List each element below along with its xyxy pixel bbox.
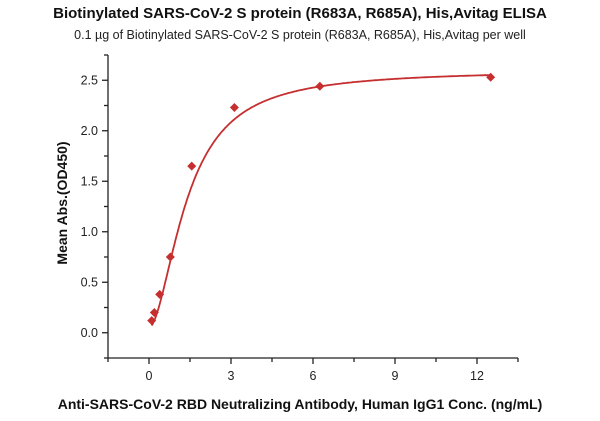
y-tick-label: 2.0 xyxy=(81,124,98,138)
chart-subtitle: 0.1 µg of Biotinylated SARS-CoV-2 S prot… xyxy=(74,28,526,42)
data-point xyxy=(155,289,165,299)
data-point xyxy=(229,103,239,113)
data-point xyxy=(149,308,159,318)
x-tick-label: 6 xyxy=(310,369,317,383)
y-tick-label: 1.5 xyxy=(81,174,98,188)
y-tick-label: 2.5 xyxy=(81,73,98,87)
fit-curve xyxy=(150,74,491,327)
y-tick-label: 0.0 xyxy=(81,326,98,340)
data-point xyxy=(486,72,496,82)
x-tick-label: 0 xyxy=(146,369,153,383)
y-tick-label: 1.0 xyxy=(81,225,98,239)
data-point xyxy=(187,161,197,171)
data-point xyxy=(165,252,175,262)
x-tick-label: 9 xyxy=(392,369,399,383)
data-point xyxy=(147,316,157,326)
y-tick-label: 0.5 xyxy=(81,275,98,289)
data-point xyxy=(315,81,325,91)
x-axis-label: Anti-SARS-CoV-2 RBD Neutralizing Antibod… xyxy=(57,396,543,412)
x-tick-label: 3 xyxy=(228,369,235,383)
x-tick-label: 12 xyxy=(470,369,484,383)
chart-title: Biotinylated SARS-CoV-2 S protein (R683A… xyxy=(53,5,547,22)
